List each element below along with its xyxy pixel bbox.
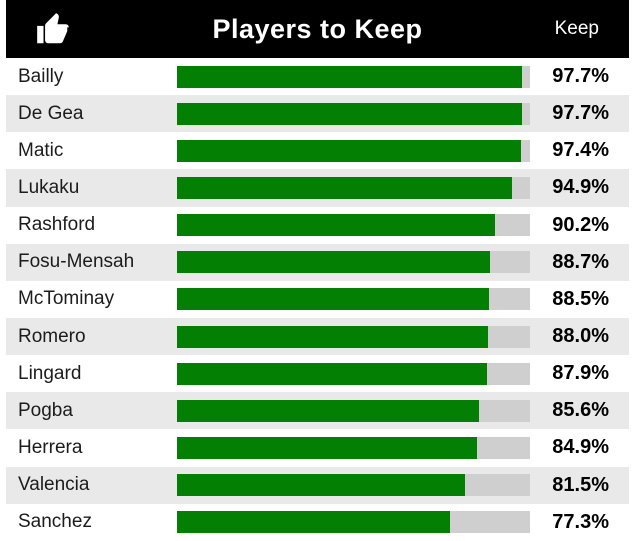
player-name: Romero bbox=[18, 325, 86, 347]
thumbs-up-icon bbox=[34, 10, 72, 48]
player-name: Matic bbox=[18, 139, 64, 161]
player-name: De Gea bbox=[18, 102, 84, 124]
keep-bar-track bbox=[177, 362, 530, 385]
table-row: Sanchez 77.3% bbox=[6, 503, 629, 541]
keep-percentage: 77.3% bbox=[552, 510, 609, 533]
table-row: McTominay 88.5% bbox=[6, 280, 629, 318]
keep-percentage: 87.9% bbox=[552, 362, 609, 385]
keep-percentage: 88.0% bbox=[552, 325, 609, 348]
keep-percentage: 90.2% bbox=[552, 213, 609, 236]
table-row: Lukaku 94.9% bbox=[6, 169, 629, 207]
keep-bar-fill bbox=[177, 362, 488, 385]
keep-bar-track bbox=[177, 102, 530, 125]
table-row: Pogba 85.6% bbox=[6, 392, 629, 430]
player-name: Lukaku bbox=[18, 176, 80, 198]
keep-percentage: 85.6% bbox=[552, 399, 609, 422]
keep-bar-fill bbox=[177, 399, 480, 422]
keep-bar-track bbox=[177, 325, 530, 348]
keep-bar-track bbox=[177, 65, 530, 88]
players-to-keep-chart: Players to Keep Keep Bailly 97.7% De Gea… bbox=[6, 0, 629, 541]
keep-bar-track bbox=[177, 436, 530, 459]
chart-title: Players to Keep bbox=[212, 13, 423, 44]
player-name: Lingard bbox=[18, 362, 82, 384]
keep-bar-track bbox=[177, 176, 530, 199]
keep-bar-track bbox=[177, 399, 530, 422]
player-name: Herrera bbox=[18, 436, 83, 458]
keep-bar-track bbox=[177, 251, 530, 274]
table-row: Matic 97.4% bbox=[6, 132, 629, 170]
table-row: Herrera 84.9% bbox=[6, 429, 629, 467]
keep-percentage: 97.7% bbox=[552, 65, 609, 88]
keep-bar-track bbox=[177, 474, 530, 497]
keep-percentage: 97.7% bbox=[552, 102, 609, 125]
keep-bar-track bbox=[177, 139, 530, 162]
keep-bar-track bbox=[177, 214, 530, 237]
keep-bar-fill bbox=[177, 65, 522, 88]
keep-bar-track bbox=[177, 288, 530, 311]
table-row: Romero 88.0% bbox=[6, 317, 629, 356]
keep-percentage: 81.5% bbox=[552, 473, 609, 496]
keep-bar-fill bbox=[177, 214, 496, 237]
keep-bar-fill bbox=[177, 251, 491, 274]
player-name: Pogba bbox=[18, 399, 73, 421]
table-row: Valencia 81.5% bbox=[6, 466, 629, 504]
player-name: Rashford bbox=[18, 214, 96, 236]
keep-bar-fill bbox=[177, 139, 521, 162]
keep-bar-fill bbox=[177, 436, 477, 459]
player-name: Sanchez bbox=[18, 511, 92, 533]
player-rows: Bailly 97.7% De Gea 97.7% Matic 97.4% Lu… bbox=[6, 58, 629, 541]
table-row: Bailly 97.7% bbox=[6, 58, 629, 96]
keep-percentage: 94.9% bbox=[552, 176, 609, 199]
player-name: McTominay bbox=[18, 288, 115, 310]
table-row: De Gea 97.7% bbox=[6, 95, 629, 133]
keep-bar-fill bbox=[177, 325, 488, 348]
keep-bar-fill bbox=[177, 511, 450, 534]
keep-percentage: 88.7% bbox=[552, 250, 609, 273]
keep-percentage: 88.5% bbox=[552, 287, 609, 310]
chart-header: Players to Keep Keep bbox=[6, 0, 629, 58]
keep-bar-track bbox=[177, 511, 530, 534]
keep-bar-fill bbox=[177, 474, 465, 497]
keep-bar-fill bbox=[177, 288, 490, 311]
keep-column-header: Keep bbox=[554, 18, 599, 39]
keep-percentage: 84.9% bbox=[552, 436, 609, 459]
player-name: Fosu-Mensah bbox=[18, 251, 135, 273]
table-row: Lingard 87.9% bbox=[6, 355, 629, 393]
player-name: Valencia bbox=[18, 474, 90, 496]
keep-percentage: 97.4% bbox=[552, 139, 609, 162]
keep-bar-fill bbox=[177, 176, 512, 199]
table-row: Rashford 90.2% bbox=[6, 206, 629, 244]
keep-bar-fill bbox=[177, 102, 522, 125]
table-row: Fosu-Mensah 88.7% bbox=[6, 243, 629, 281]
player-name: Bailly bbox=[18, 65, 64, 87]
